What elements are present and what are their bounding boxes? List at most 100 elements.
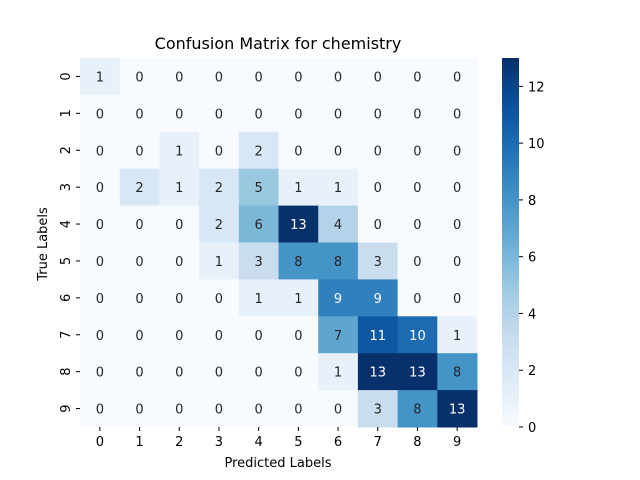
heatmap-cell-2-6 bbox=[318, 131, 359, 170]
cell-value-label: 3 bbox=[374, 403, 382, 418]
heatmap-cell-3-9 bbox=[437, 168, 478, 207]
cell-value-label: 0 bbox=[294, 403, 302, 418]
heatmap-cell-1-5 bbox=[278, 94, 319, 133]
y-axis: 0 1 2 3 4 5 6 7 8 9 bbox=[59, 72, 80, 413]
heatmap-cell-4-7 bbox=[357, 205, 399, 243]
cell-value-label: 0 bbox=[135, 403, 143, 418]
cell-value-label: 0 bbox=[175, 255, 183, 270]
cell-value-label: 0 bbox=[215, 403, 223, 418]
heatmap-cell-1-8 bbox=[397, 94, 438, 133]
cell-value-label: 9 bbox=[374, 292, 382, 307]
cell-value-label: 0 bbox=[215, 107, 223, 122]
cell-value-label: 1 bbox=[334, 366, 342, 381]
heatmap-cell-1-2 bbox=[159, 94, 200, 133]
heatmap-cell-6-9 bbox=[437, 279, 478, 317]
colorbar bbox=[502, 58, 519, 427]
heatmap-cell-3-6 bbox=[318, 168, 359, 207]
heatmap-cell-9-0 bbox=[80, 390, 121, 428]
cell-value-label: 0 bbox=[374, 218, 382, 233]
cell-value-label: 3 bbox=[255, 255, 263, 270]
heatmap-cell-2-7 bbox=[357, 131, 399, 170]
heatmap-cell-8-0 bbox=[80, 353, 121, 391]
heatmap-cell-0-4 bbox=[238, 58, 279, 96]
y-tick-label: 6 bbox=[59, 294, 74, 302]
cell-value-label: 8 bbox=[294, 255, 302, 270]
heatmap-cell-2-2 bbox=[159, 131, 200, 170]
cell-value-label: 0 bbox=[413, 144, 421, 159]
heatmap-cell-1-6 bbox=[318, 94, 359, 133]
heatmap-cell-1-3 bbox=[199, 94, 240, 133]
x-tick-label: 3 bbox=[215, 435, 223, 450]
cell-value-label: 0 bbox=[413, 107, 421, 122]
cell-value-label: 2 bbox=[255, 144, 263, 159]
cell-value-label: 13 bbox=[369, 366, 386, 381]
heatmap-cell-0-3 bbox=[199, 58, 240, 96]
heatmap-cell-6-7 bbox=[357, 279, 399, 317]
y-tick-label: 0 bbox=[59, 72, 74, 80]
heatmap-cell-0-8 bbox=[397, 58, 438, 96]
cell-value-label: 0 bbox=[215, 329, 223, 344]
y-tick-label: 4 bbox=[59, 220, 74, 228]
heatmap-cell-8-2 bbox=[159, 353, 200, 391]
heatmap-cell-6-4 bbox=[238, 279, 279, 317]
cell-value-label: 0 bbox=[255, 329, 263, 344]
heatmap-cell-7-8 bbox=[397, 316, 438, 354]
heatmap-cell-1-0 bbox=[80, 94, 121, 133]
cell-value-label: 0 bbox=[255, 403, 263, 418]
heatmap-cell-6-6 bbox=[318, 279, 359, 317]
cell-value-label: 0 bbox=[135, 366, 143, 381]
heatmap-cell-4-3 bbox=[199, 205, 240, 243]
heatmap-cell-4-2 bbox=[159, 205, 200, 243]
x-tick-label: 0 bbox=[96, 435, 104, 450]
cell-value-label: 6 bbox=[255, 218, 263, 233]
heatmap-cell-5-8 bbox=[397, 242, 438, 280]
heatmap-cells: 1 0 0 0 0 0 0 0 0 00 0 0 0 0 0 0 0 0 00 0 1 0 2 0 0 0 0 00 2 1 2 5 1 1 0 0 0… bbox=[80, 58, 478, 428]
colorbar-tick-label: 0 bbox=[528, 421, 536, 436]
heatmap-cell-3-1 bbox=[119, 168, 160, 207]
heatmap-cell-5-5 bbox=[278, 242, 319, 280]
cell-value-label: 0 bbox=[135, 329, 143, 344]
heatmap-cell-1-7 bbox=[357, 94, 399, 133]
heatmap-cell-1-4 bbox=[238, 94, 279, 133]
x-tick-label: 9 bbox=[453, 435, 461, 450]
heatmap-cell-4-4 bbox=[238, 205, 279, 243]
x-axis-label: Predicted Labels bbox=[224, 456, 331, 471]
cell-value-label: 13 bbox=[409, 366, 426, 381]
cell-value-label: 0 bbox=[374, 181, 382, 196]
chart-title: Confusion Matrix for chemistry bbox=[155, 34, 402, 53]
heatmap-cell-9-5 bbox=[278, 390, 319, 428]
heatmap-cell-2-1 bbox=[119, 131, 160, 170]
cell-value-label: 0 bbox=[413, 218, 421, 233]
heatmap-cell-8-3 bbox=[199, 353, 240, 391]
cell-value-label: 1 bbox=[334, 181, 342, 196]
cell-value-label: 0 bbox=[334, 107, 342, 122]
heatmap-cell-3-0 bbox=[80, 168, 121, 207]
heatmap-cell-7-6 bbox=[318, 316, 359, 354]
cell-value-label: 0 bbox=[413, 181, 421, 196]
heatmap-cell-4-1 bbox=[119, 205, 160, 243]
cell-value-label: 0 bbox=[294, 70, 302, 85]
cell-value-label: 0 bbox=[453, 144, 461, 159]
heatmap-cell-4-5 bbox=[278, 205, 319, 243]
cell-value-label: 0 bbox=[175, 403, 183, 418]
heatmap-cell-0-5 bbox=[278, 58, 319, 96]
cell-value-label: 9 bbox=[334, 292, 342, 307]
cell-value-label: 0 bbox=[294, 107, 302, 122]
cell-value-label: 0 bbox=[453, 70, 461, 85]
cell-value-label: 0 bbox=[175, 292, 183, 307]
heatmap-cell-9-7 bbox=[357, 390, 399, 428]
cell-value-label: 0 bbox=[453, 218, 461, 233]
colorbar-tick-label: 8 bbox=[528, 194, 536, 209]
heatmap-cell-7-9 bbox=[437, 316, 478, 354]
cell-value-label: 0 bbox=[96, 366, 104, 381]
cell-value-label: 13 bbox=[290, 218, 307, 233]
heatmap-cell-8-8 bbox=[397, 353, 438, 391]
cell-value-label: 0 bbox=[215, 366, 223, 381]
heatmap-cell-6-5 bbox=[278, 279, 319, 317]
heatmap-cell-5-4 bbox=[238, 242, 279, 280]
heatmap-cell-8-9 bbox=[437, 353, 478, 391]
heatmap-cell-3-4 bbox=[238, 168, 279, 207]
cell-value-label: 1 bbox=[175, 144, 183, 159]
cell-value-label: 3 bbox=[374, 255, 382, 270]
heatmap-cell-7-5 bbox=[278, 316, 319, 354]
